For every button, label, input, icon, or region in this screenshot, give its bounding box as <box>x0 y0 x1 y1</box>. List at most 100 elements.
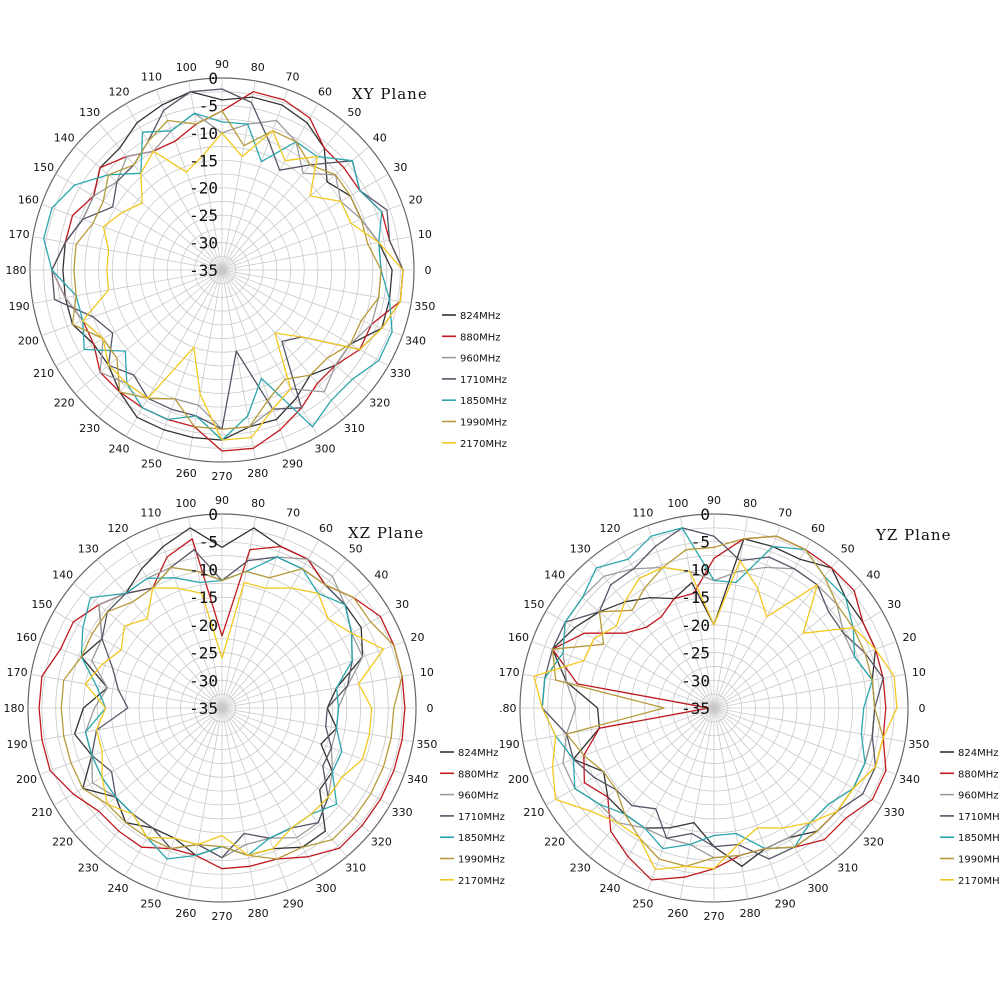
angle-tick-label: 60 <box>318 86 332 99</box>
angle-tick-label: 40 <box>374 568 388 581</box>
angle-tick-label: 50 <box>349 543 363 556</box>
angle-tick-label: 270 <box>212 910 233 923</box>
grid-spoke <box>73 582 223 709</box>
angle-tick-label: 290 <box>775 897 796 910</box>
radial-tick-label: -20 <box>681 616 710 635</box>
angle-tick-label: 60 <box>319 522 333 535</box>
radial-tick-label: -5 <box>691 533 710 552</box>
grid-spoke <box>531 707 715 775</box>
legend-label: 880MHz <box>460 332 500 343</box>
grid-spoke <box>221 269 346 418</box>
radial-tick-labels: 0 -5 -10 -15 -20 -25 -30 -35 <box>681 505 710 718</box>
angle-tick-label: 140 <box>52 568 73 581</box>
legend-label: 1990MHz <box>958 855 1000 866</box>
angle-tick-label: 250 <box>140 897 161 910</box>
angle-tick-label: 310 <box>345 861 366 874</box>
grid-spoke <box>53 707 223 806</box>
legend-label: 880MHz <box>958 769 998 780</box>
angle-tick-label: 0 <box>919 702 926 715</box>
radial-tick-label: -5 <box>199 96 218 115</box>
angle-tick-label: 330 <box>392 806 413 819</box>
grid-spoke <box>221 173 389 271</box>
grid-spoke <box>30 707 223 743</box>
grid-spoke <box>713 559 840 709</box>
angle-tick-label: 20 <box>409 194 423 207</box>
plane-title: YZ Plane <box>875 526 951 544</box>
angle-tick-label: 300 <box>316 882 337 895</box>
grid-spoke <box>221 707 391 806</box>
grid-spoke <box>187 707 223 900</box>
grid-spoke <box>124 707 223 877</box>
series-line-2170mhz <box>533 559 898 871</box>
angle-tick-label: 60 <box>811 522 825 535</box>
angle-tick-label: 280 <box>247 467 268 480</box>
angle-tick-label: 150 <box>31 598 52 611</box>
grid-spoke <box>187 516 223 709</box>
legend-label: 880MHz <box>458 769 498 780</box>
angle-tick-label: 350 <box>908 738 929 751</box>
grid-spoke <box>221 269 412 304</box>
grid-spoke <box>221 707 289 891</box>
grid-spoke <box>221 269 403 337</box>
grid-spoke <box>41 203 223 271</box>
grid-spoke <box>616 707 715 877</box>
angle-tick-label: 350 <box>414 300 435 313</box>
series-group <box>43 88 404 452</box>
grid-spoke <box>565 582 715 709</box>
radial-tick-label: -5 <box>199 533 218 552</box>
legend-label: 2170MHz <box>958 876 1000 887</box>
legend-label: 2170MHz <box>460 439 507 450</box>
grid-spoke <box>221 516 257 709</box>
legend-label: 2170MHz <box>458 876 505 887</box>
grid-spoke <box>155 269 223 451</box>
angle-tick-label: 100 <box>667 497 688 510</box>
grid-spoke <box>96 559 223 709</box>
angle-tick-label: 10 <box>418 228 432 241</box>
angle-tick-label: 160 <box>18 194 39 207</box>
grid-spoke <box>73 707 223 834</box>
radial-tick-label: -10 <box>189 560 218 579</box>
grid-spoke <box>221 707 257 900</box>
angle-tick-label: 190 <box>500 738 520 751</box>
angle-tick-label: 40 <box>373 132 387 145</box>
angle-tick-label: 110 <box>140 507 161 520</box>
grid-spoke <box>713 582 863 709</box>
grid-spoke <box>221 269 319 437</box>
grid-spoke <box>74 269 223 394</box>
angle-tick-label: 50 <box>841 543 855 556</box>
radial-tick-label: -30 <box>189 671 218 690</box>
angle-tick-label: 80 <box>251 61 265 74</box>
grid-spoke <box>565 707 715 834</box>
radial-tick-label: -35 <box>189 261 218 280</box>
grid-spoke <box>713 707 781 891</box>
legend-label: 1850MHz <box>460 396 507 407</box>
angle-tick-label: 290 <box>283 897 304 910</box>
legend-label: 824MHz <box>460 311 500 322</box>
angle-tick-label: 30 <box>887 598 901 611</box>
series-line-1990mhz <box>551 535 884 867</box>
angle-tick-label: 240 <box>600 882 621 895</box>
grid-spoke <box>41 269 223 337</box>
legend-label: 960MHz <box>458 791 498 802</box>
grid-spoke <box>713 610 883 709</box>
angle-tick-label: 20 <box>902 631 916 644</box>
grid-spoke <box>679 707 715 900</box>
angle-tick-label: 110 <box>632 507 653 520</box>
grid-spoke <box>713 707 883 806</box>
grid-spoke <box>125 103 223 271</box>
angle-tick-label: 230 <box>78 861 99 874</box>
radial-tick-label: -30 <box>189 234 218 253</box>
grid-spoke <box>155 89 223 271</box>
angle-tick-label: 50 <box>347 106 361 119</box>
grid-spoke <box>39 707 223 775</box>
grid-spoke <box>39 641 223 709</box>
grid-spoke <box>647 707 715 891</box>
grid-spoke <box>221 641 405 709</box>
radial-tick-label: -15 <box>681 588 710 607</box>
legend-label: 824MHz <box>958 748 998 759</box>
angle-tick-label: 190 <box>7 738 28 751</box>
grid-spoke <box>647 525 715 709</box>
grid-spoke <box>221 103 319 271</box>
angle-tick-label: 280 <box>248 907 269 920</box>
radial-tick-label: -20 <box>189 616 218 635</box>
